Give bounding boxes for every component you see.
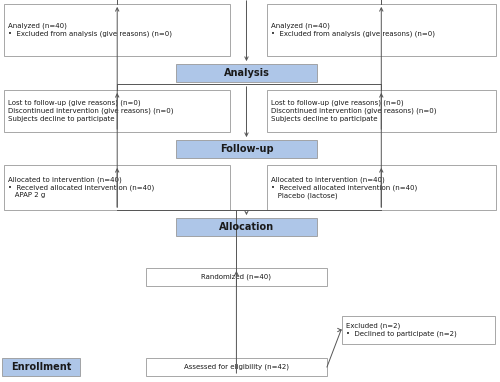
FancyBboxPatch shape: [266, 90, 496, 132]
Text: Analyzed (n=40)
•  Excluded from analysis (give reasons) (n=0): Analyzed (n=40) • Excluded from analysis…: [270, 23, 434, 37]
FancyBboxPatch shape: [4, 90, 230, 132]
FancyBboxPatch shape: [342, 316, 495, 344]
Text: Lost to follow-up (give reasons) (n=0)
Discontinued intervention (give reasons) : Lost to follow-up (give reasons) (n=0) D…: [270, 100, 436, 122]
Text: Lost to follow-up (give reasons) (n=0)
Discontinued intervention (give reasons) : Lost to follow-up (give reasons) (n=0) D…: [8, 100, 173, 122]
FancyBboxPatch shape: [176, 64, 317, 82]
Text: Allocated to intervention (n=40)
•  Received allocated intervention (n=40)
   Pl: Allocated to intervention (n=40) • Recei…: [270, 176, 417, 199]
Text: Excluded (n=2)
•  Declined to participate (n=2): Excluded (n=2) • Declined to participate…: [346, 323, 457, 337]
Text: Enrollment: Enrollment: [11, 362, 72, 372]
FancyBboxPatch shape: [176, 218, 317, 236]
Text: Allocation: Allocation: [219, 222, 274, 232]
FancyBboxPatch shape: [4, 165, 230, 210]
Text: Follow-up: Follow-up: [220, 144, 274, 154]
FancyBboxPatch shape: [266, 4, 496, 56]
Text: Analyzed (n=40)
•  Excluded from analysis (give reasons) (n=0): Analyzed (n=40) • Excluded from analysis…: [8, 23, 172, 37]
Text: Allocated to intervention (n=40)
•  Received allocated intervention (n=40)
   AP: Allocated to intervention (n=40) • Recei…: [8, 176, 154, 199]
FancyBboxPatch shape: [4, 4, 230, 56]
FancyBboxPatch shape: [146, 358, 327, 376]
FancyBboxPatch shape: [2, 358, 80, 376]
FancyBboxPatch shape: [146, 268, 327, 286]
Text: Assessed for eligibility (n=42): Assessed for eligibility (n=42): [184, 364, 289, 370]
Text: Analysis: Analysis: [224, 68, 270, 78]
FancyBboxPatch shape: [266, 165, 496, 210]
FancyBboxPatch shape: [176, 140, 317, 158]
Text: Randomized (n=40): Randomized (n=40): [202, 274, 272, 280]
